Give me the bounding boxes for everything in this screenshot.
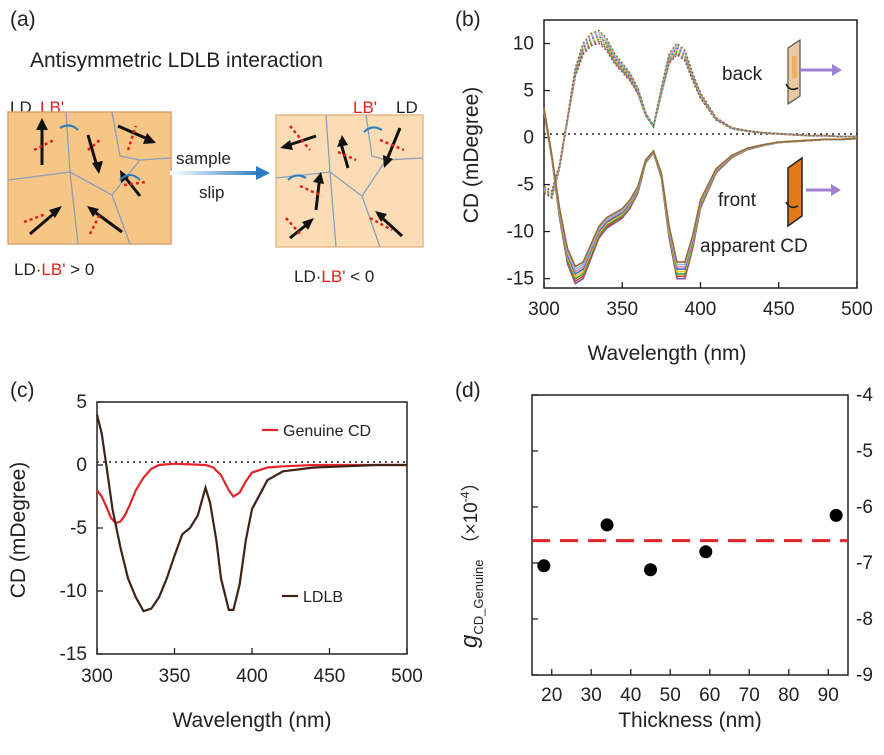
series-line-back — [543, 33, 857, 195]
series-line-back — [543, 36, 857, 197]
panel-a-title: Antisymmetric LDLB interaction — [30, 49, 323, 72]
front-label: front — [718, 190, 757, 211]
y-tick-label: -5 — [856, 441, 873, 462]
left-caption: LD·LB' > 0 — [14, 260, 94, 279]
y-tick-label: 5 — [523, 81, 534, 102]
y-tick-label: -8 — [856, 609, 873, 630]
y-tick-label: -5 — [517, 175, 534, 196]
series-line-back — [543, 42, 857, 200]
series-line-back — [543, 29, 857, 193]
data-point — [829, 508, 843, 522]
y-tick-label: -6 — [856, 497, 873, 518]
right-caption: LD·LB' < 0 — [294, 267, 374, 286]
sample-label: sample — [176, 149, 231, 168]
y-tick-label: -10 — [60, 581, 87, 602]
x-tick-label: 400 — [685, 299, 717, 320]
panel-c: (c) 300 350 400 450 500 5 0 -5 -10 -15 Wavelength… — [7, 379, 423, 732]
series-line-genuine-cd — [96, 462, 407, 525]
y-axis-title-d: gCD_Genuine（×10-4） — [456, 473, 486, 648]
data-point — [600, 518, 614, 532]
plot-frame-d — [531, 394, 849, 676]
y-tick-label: -10 — [507, 222, 534, 243]
panel-d-letter: (d) — [455, 379, 481, 402]
y-axis-title-c: CD (mDegree) — [7, 462, 30, 599]
x-tick-label: 60 — [699, 685, 720, 706]
series-line-back — [543, 38, 857, 198]
data-point — [644, 563, 657, 577]
series-line-front — [543, 107, 858, 268]
y-tick-label: -15 — [60, 644, 87, 665]
right-grain-box — [275, 114, 424, 248]
x-tick-label: 450 — [314, 666, 346, 687]
x-tick-label: 50 — [660, 685, 681, 706]
series-line-ldlb — [95, 414, 407, 613]
apparent-cd-label: apparent CD — [700, 236, 808, 257]
y-tick-label: -5 — [70, 518, 87, 539]
y-tick-label: -4 — [856, 385, 873, 406]
y-tick-label: -7 — [856, 553, 873, 574]
data-point — [699, 545, 713, 559]
data-point — [537, 559, 551, 573]
right-lb-label: LB' — [353, 98, 377, 117]
slip-arrow — [170, 166, 270, 180]
x-tick-label: 20 — [541, 685, 562, 706]
y-tick-label: 10 — [513, 34, 534, 55]
slip-label: slip — [199, 183, 225, 202]
panel-c-letter: (c) — [10, 379, 35, 402]
panel-a: (a) Antisymmetric LDLB interaction LD LB… — [7, 8, 424, 286]
right-lb-arrows — [285, 125, 405, 237]
y-axis-title-b: CD (mDegree) — [460, 87, 483, 224]
x-tick-label: 300 — [528, 299, 560, 320]
x-tick-label: 80 — [778, 685, 799, 706]
series-group-d — [532, 508, 848, 577]
x-axis-title-b: Wavelength (nm) — [587, 342, 746, 365]
x-tick-label: 350 — [159, 666, 191, 687]
axis-ticks-b: 300 350 400 450 500 10 5 0 -5 -10 -15 — [507, 34, 873, 320]
x-axis-title-d: Thickness (nm) — [618, 709, 762, 732]
axis-ticks-c: 300 350 400 450 500 5 0 -5 -10 -15 — [60, 392, 423, 687]
series-group-b — [543, 29, 858, 285]
x-tick-label: 300 — [81, 666, 113, 687]
x-tick-label: 500 — [391, 666, 423, 687]
left-lb-arrows — [23, 125, 147, 235]
panel-b-letter: (b) — [455, 8, 481, 31]
y-tick-label: -9 — [856, 665, 873, 686]
right-ld-label: LD — [396, 98, 418, 117]
panel-a-letter: (a) — [10, 8, 36, 31]
left-ld-arrows — [29, 118, 156, 236]
panel-b: (b) 300 350 400 450 500 10 5 0 -5 -10 -15 Waveleng… — [455, 8, 873, 365]
legend-label-genuine: Genuine CD — [283, 423, 371, 440]
axis-ticks-d: 20 30 40 50 60 70 80 90 -4 -5 -6 -7 -8 -9 — [532, 385, 873, 706]
y-tick-label: 5 — [76, 392, 87, 413]
x-tick-label: 70 — [739, 685, 760, 706]
y-tick-label: 0 — [76, 455, 87, 476]
series-line-back — [543, 40, 857, 199]
series-line-back — [543, 35, 857, 196]
front-sample-icon — [785, 156, 841, 228]
x-tick-label: 90 — [818, 685, 839, 706]
x-tick-label: 450 — [763, 299, 795, 320]
series-line-back — [543, 31, 857, 194]
x-tick-label: 500 — [841, 299, 873, 320]
legend-label-ldlb: LDLB — [303, 589, 343, 606]
back-label: back — [722, 64, 763, 85]
x-tick-label: 350 — [606, 299, 638, 320]
x-tick-label: 30 — [581, 685, 602, 706]
back-sample-icon — [785, 38, 842, 106]
x-axis-title-c: Wavelength (nm) — [172, 709, 331, 732]
x-tick-label: 40 — [620, 685, 641, 706]
y-tick-label: 0 — [523, 128, 534, 149]
left-grain-box — [7, 111, 172, 245]
series-group-c — [95, 414, 407, 613]
x-tick-label: 400 — [236, 666, 268, 687]
panel-d: (d) 20 30 40 50 60 70 80 90 -4 -5 -6 -7 -8 -9 Thickne… — [455, 379, 873, 732]
y-tick-label: -15 — [507, 269, 534, 290]
